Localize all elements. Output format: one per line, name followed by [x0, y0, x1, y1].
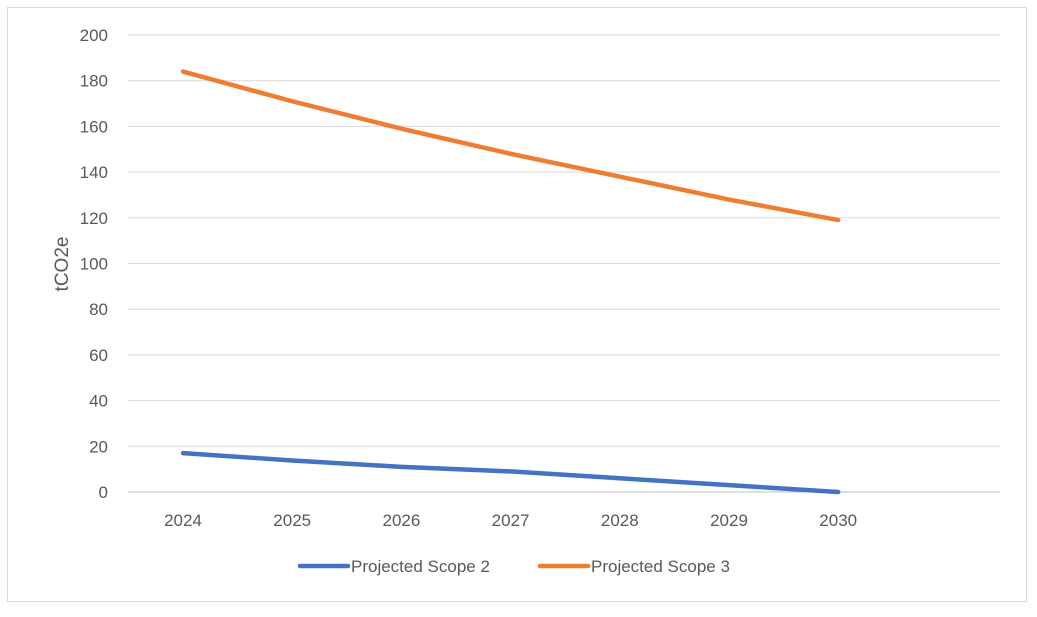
legend: Projected Scope 2 Projected Scope 3 — [297, 557, 730, 576]
y-tick-label: 80 — [89, 300, 108, 319]
y-tick-label: 200 — [80, 26, 108, 45]
series-line-2 — [180, 69, 841, 223]
y-axis-tick-labels: 0 20 40 60 80 100 120 140 160 180 200 — [80, 26, 108, 502]
series-lines — [180, 69, 841, 495]
legend-label-1: Projected Scope 2 — [351, 557, 490, 576]
x-tick-label: 2026 — [382, 511, 420, 530]
gridlines — [128, 34, 1000, 493]
y-tick-label: 140 — [80, 163, 108, 182]
y-tick-label: 100 — [80, 255, 108, 274]
y-tick-label: 20 — [89, 437, 108, 456]
series-line-1 — [180, 450, 841, 495]
y-axis-label: tCO2e — [52, 237, 73, 292]
x-tick-label: 2025 — [273, 511, 311, 530]
x-tick-label: 2030 — [819, 511, 857, 530]
y-tick-label: 120 — [80, 209, 108, 228]
y-tick-label: 180 — [80, 72, 108, 91]
x-tick-label: 2027 — [492, 511, 530, 530]
chart-border — [7, 7, 1027, 602]
y-tick-label: 0 — [99, 483, 108, 502]
x-tick-label: 2029 — [710, 511, 748, 530]
x-axis-tick-labels: 2024 2025 2026 2027 2028 2029 2030 — [164, 511, 857, 530]
y-tick-label: 60 — [89, 346, 108, 365]
legend-label-2: Projected Scope 3 — [591, 557, 730, 576]
x-tick-label: 2024 — [164, 511, 202, 530]
x-tick-label: 2028 — [601, 511, 639, 530]
y-tick-label: 160 — [80, 117, 108, 136]
y-tick-label: 40 — [89, 392, 108, 411]
